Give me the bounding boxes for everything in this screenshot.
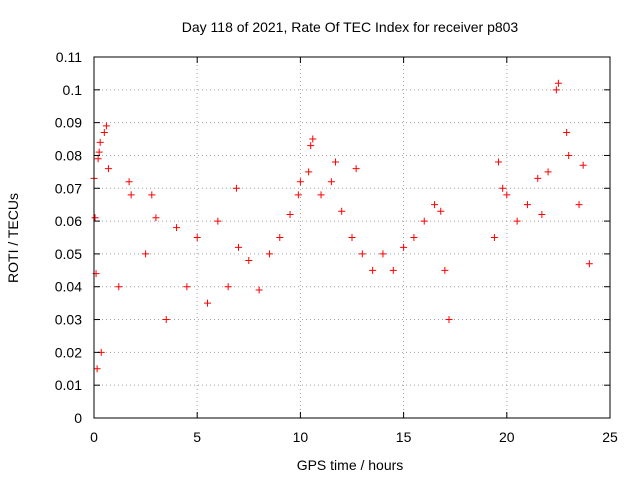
data-point xyxy=(352,165,360,173)
data-point xyxy=(441,266,449,274)
axis-tick-labels: 0 0.01 0.02 0.03 0.04 0.05 0.06 0.07 0.08 0.09 0.1… xyxy=(55,49,618,445)
data-point xyxy=(431,201,439,209)
y-tick-label: 0.11 xyxy=(56,49,82,65)
data-point xyxy=(369,266,377,274)
data-point xyxy=(327,178,335,186)
data-point xyxy=(100,128,108,136)
data-point xyxy=(565,151,573,159)
data-point xyxy=(255,286,263,294)
x-tick-label: 20 xyxy=(499,429,515,445)
data-point xyxy=(142,250,150,258)
data-point xyxy=(276,234,284,241)
data-point xyxy=(400,243,408,251)
data-point xyxy=(389,266,397,274)
x-tick-label: 5 xyxy=(193,429,201,445)
data-points xyxy=(90,79,593,373)
data-point xyxy=(125,178,133,186)
data-point xyxy=(193,234,201,241)
data-point xyxy=(552,86,560,94)
data-point xyxy=(102,122,110,130)
data-point xyxy=(554,79,562,87)
plot-frame xyxy=(93,56,611,419)
data-point xyxy=(338,207,346,215)
data-point xyxy=(575,201,583,209)
data-point xyxy=(445,316,453,324)
data-point xyxy=(204,299,212,307)
data-point xyxy=(348,234,356,241)
data-point xyxy=(307,142,315,150)
y-tick-label: 0.03 xyxy=(55,312,82,328)
data-point xyxy=(495,158,503,166)
data-point xyxy=(93,365,101,373)
data-point xyxy=(499,184,507,192)
data-point xyxy=(224,283,232,291)
data-point xyxy=(309,135,317,143)
data-point xyxy=(563,128,571,136)
data-point xyxy=(579,161,587,169)
data-point xyxy=(523,201,531,209)
y-tick-label: 0.04 xyxy=(55,279,82,295)
data-point xyxy=(286,211,294,219)
data-point xyxy=(173,224,181,232)
data-point xyxy=(358,250,366,258)
data-point xyxy=(214,217,222,225)
data-point xyxy=(503,191,511,199)
data-point xyxy=(544,168,552,176)
data-point xyxy=(538,211,546,219)
data-point xyxy=(162,316,170,324)
y-tick-label: 0.06 xyxy=(55,213,82,229)
data-point xyxy=(585,260,593,268)
data-point xyxy=(183,283,191,291)
data-point xyxy=(148,191,156,199)
y-axis-label: ROTI / TECUs xyxy=(5,193,21,283)
y-tick-label: 0.01 xyxy=(55,377,82,393)
data-point xyxy=(296,178,304,186)
data-point xyxy=(305,168,313,176)
chart-title: Day 118 of 2021, Rate Of TEC Index for r… xyxy=(182,19,519,35)
data-point xyxy=(294,191,302,199)
data-point xyxy=(94,155,102,163)
axis-ticks xyxy=(93,56,611,419)
data-point xyxy=(534,174,542,182)
data-point xyxy=(115,283,123,291)
data-point xyxy=(152,214,160,222)
y-tick-label: 0.07 xyxy=(55,180,82,196)
data-point xyxy=(91,214,99,222)
data-point xyxy=(127,191,135,199)
x-tick-label: 10 xyxy=(293,429,309,445)
data-point xyxy=(104,165,112,173)
data-point xyxy=(245,256,253,264)
data-point xyxy=(96,138,104,146)
data-point xyxy=(437,207,445,215)
data-point xyxy=(331,158,339,166)
data-point xyxy=(410,234,418,241)
y-tick-label: 0.08 xyxy=(55,147,82,163)
data-point xyxy=(420,217,428,225)
data-point xyxy=(379,250,387,258)
data-point xyxy=(490,234,498,241)
data-point xyxy=(513,217,521,225)
data-point xyxy=(95,148,103,156)
y-tick-label: 0.05 xyxy=(55,246,82,262)
y-tick-label: 0 xyxy=(74,410,82,426)
data-point xyxy=(232,184,240,192)
x-tick-label: 15 xyxy=(396,429,412,445)
y-tick-label: 0.1 xyxy=(63,82,83,98)
y-tick-label: 0.02 xyxy=(55,344,82,360)
data-point xyxy=(265,250,273,258)
data-point xyxy=(317,191,325,199)
x-tick-label: 25 xyxy=(602,429,618,445)
y-tick-label: 0.09 xyxy=(55,115,82,131)
x-tick-label: 0 xyxy=(90,429,98,445)
x-axis-label: GPS time / hours xyxy=(297,457,404,473)
data-point xyxy=(234,243,242,251)
